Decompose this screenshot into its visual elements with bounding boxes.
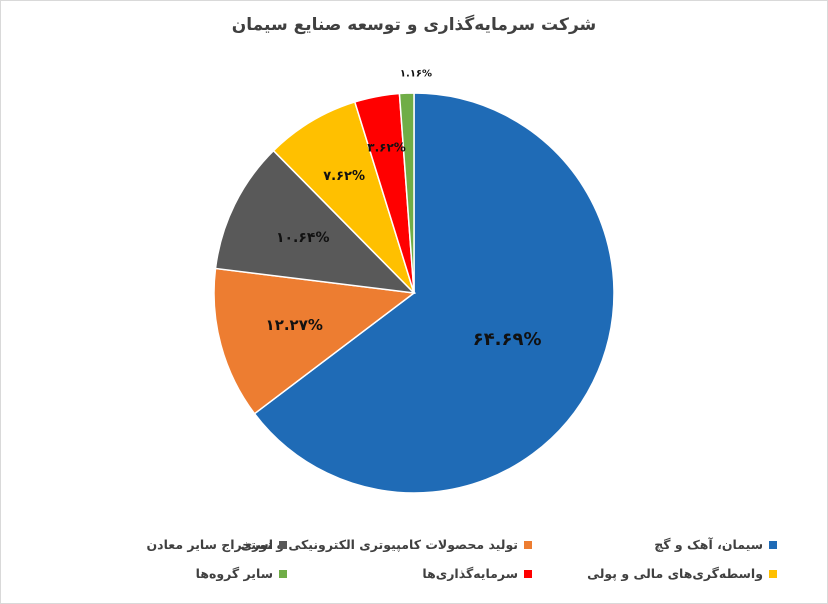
legend-item: استخراج سایر معادن: [51, 537, 287, 552]
legend-label: سایر گروه‌ها: [195, 566, 273, 581]
legend-swatch: [524, 569, 532, 578]
legend-label: سرمایه‌گذاری‌ها: [422, 566, 518, 581]
chart-legend: سیمان، آهک و گچ تولید محصولات کامپیوتری ا…: [51, 537, 777, 581]
legend-item: سیمان، آهک و گچ: [532, 537, 777, 552]
legend-item: واسطه‌گری‌های مالی و پولی: [532, 566, 777, 581]
legend-swatch: [769, 540, 777, 549]
pie-slice: [398, 92, 415, 294]
legend-label: سیمان، آهک و گچ: [654, 537, 763, 552]
pie-slice: [213, 267, 416, 415]
pie-slice: [253, 92, 615, 494]
pie-slice: [214, 149, 417, 295]
slice-data-label: ۶۴.۶۹%: [473, 329, 542, 350]
slice-data-label: ۷.۶۲%: [323, 169, 365, 184]
legend-swatch: [279, 569, 287, 578]
slice-data-label: ۱۰.۶۴%: [276, 230, 330, 246]
chart-title: شرکت سرمایه‌گذاری و توسعه صنایع سیمان: [231, 15, 597, 35]
legend-item: سایر گروه‌ها: [51, 566, 287, 581]
pie-chart: ۶۴.۶۹% ۱۲.۲۷% ۱۰.۶۴% ۷.۶۲%۳.۶۲% ۱.۱۶%: [213, 69, 615, 494]
slice-data-label: ۳.۶۲%: [367, 141, 406, 155]
slice-data-label: ۱۲.۲۷%: [266, 316, 323, 334]
legend-swatch: [769, 569, 777, 578]
legend-label: استخراج سایر معادن: [146, 537, 274, 552]
slice-data-label: ۱.۱۶%: [400, 69, 432, 80]
legend-swatch: [279, 540, 287, 549]
legend-swatch: [524, 540, 532, 549]
legend-item: سرمایه‌گذاری‌ها: [287, 566, 532, 581]
legend-item: تولید محصولات کامپیوتری الکترونیکی و نور…: [241, 537, 532, 552]
pie-slice: [272, 101, 415, 294]
legend-label: تولید محصولات کامپیوتری الکترونیکی و نور…: [240, 537, 518, 552]
legend-label: واسطه‌گری‌های مالی و پولی: [587, 566, 763, 581]
